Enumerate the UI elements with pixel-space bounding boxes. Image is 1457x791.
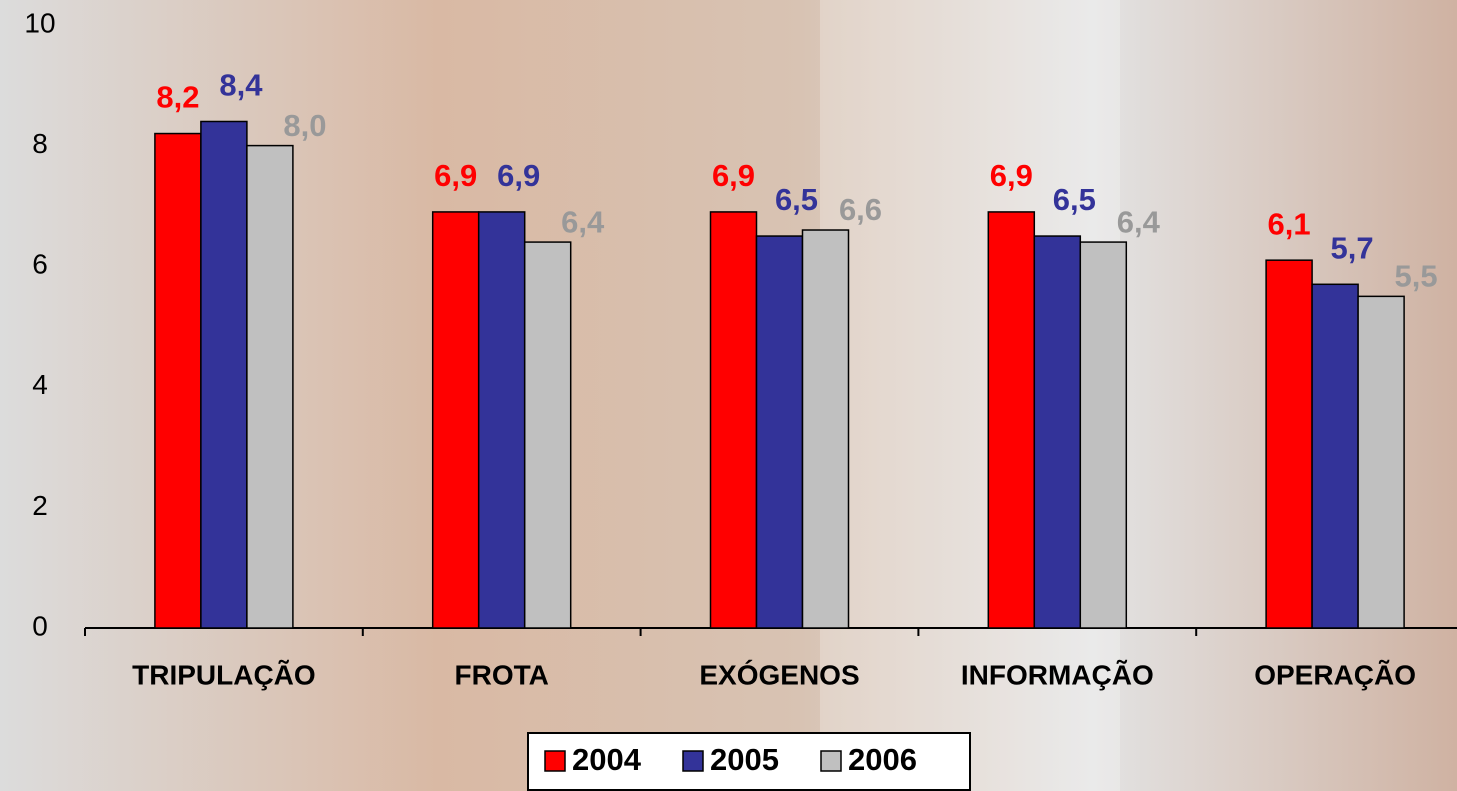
bar <box>1266 260 1312 628</box>
data-label: 6,9 <box>990 158 1033 193</box>
y-tick-label: 4 <box>32 369 48 400</box>
x-tick-label: EXÓGENOS <box>699 659 859 690</box>
data-label: 6,9 <box>434 158 477 193</box>
data-label: 6,4 <box>561 204 605 239</box>
x-tick-label: INFORMAÇÃO <box>961 659 1154 690</box>
data-label: 5,7 <box>1331 230 1374 265</box>
data-label: 8,4 <box>219 68 263 103</box>
bar <box>803 230 849 628</box>
y-tick-label: 0 <box>32 610 48 641</box>
legend-swatch <box>545 751 565 771</box>
legend-label: 2005 <box>710 742 779 777</box>
data-label: 5,5 <box>1395 259 1438 294</box>
x-tick-label: FROTA <box>455 659 549 690</box>
data-label: 8,2 <box>156 80 199 115</box>
legend-swatch <box>821 751 841 771</box>
chart: 0 2 4 6 8 10 TRIPULAÇÃO 8,2 8,4 8,0 FROTA 6,9 6,9 6,4… <box>0 0 1457 791</box>
bar <box>757 236 803 628</box>
data-label: 6,9 <box>712 158 755 193</box>
legend-label: 2004 <box>572 742 642 777</box>
y-tick-label: 2 <box>32 490 48 521</box>
bar <box>1080 242 1126 628</box>
y-tick-label: 6 <box>32 249 48 280</box>
data-label: 6,9 <box>497 158 540 193</box>
page: {"chart_data": {"type": "bar", "categori… <box>0 0 1457 791</box>
legend-swatch <box>683 751 703 771</box>
y-tick-label: 10 <box>24 7 55 38</box>
bar <box>479 212 525 628</box>
bar <box>201 121 247 628</box>
bar <box>1034 236 1080 628</box>
x-tick-label: TRIPULAÇÃO <box>132 659 316 690</box>
data-label: 6,5 <box>1053 182 1096 217</box>
data-label: 6,6 <box>839 192 882 227</box>
y-tick-label: 8 <box>32 128 48 159</box>
data-label: 6,5 <box>775 182 818 217</box>
data-label: 6,4 <box>1117 204 1161 239</box>
bar <box>1358 296 1404 628</box>
bar <box>247 146 293 628</box>
bar <box>988 212 1034 628</box>
bar <box>155 134 201 628</box>
legend: 2004 2005 2006 <box>528 733 970 790</box>
legend-label: 2006 <box>848 742 917 777</box>
bar <box>1312 284 1358 628</box>
bar <box>433 212 479 628</box>
data-label: 6,1 <box>1268 206 1311 241</box>
bar <box>711 212 757 628</box>
bar <box>525 242 571 628</box>
x-tick-label: OPERAÇÃO <box>1254 659 1416 690</box>
data-label: 8,0 <box>283 108 326 143</box>
